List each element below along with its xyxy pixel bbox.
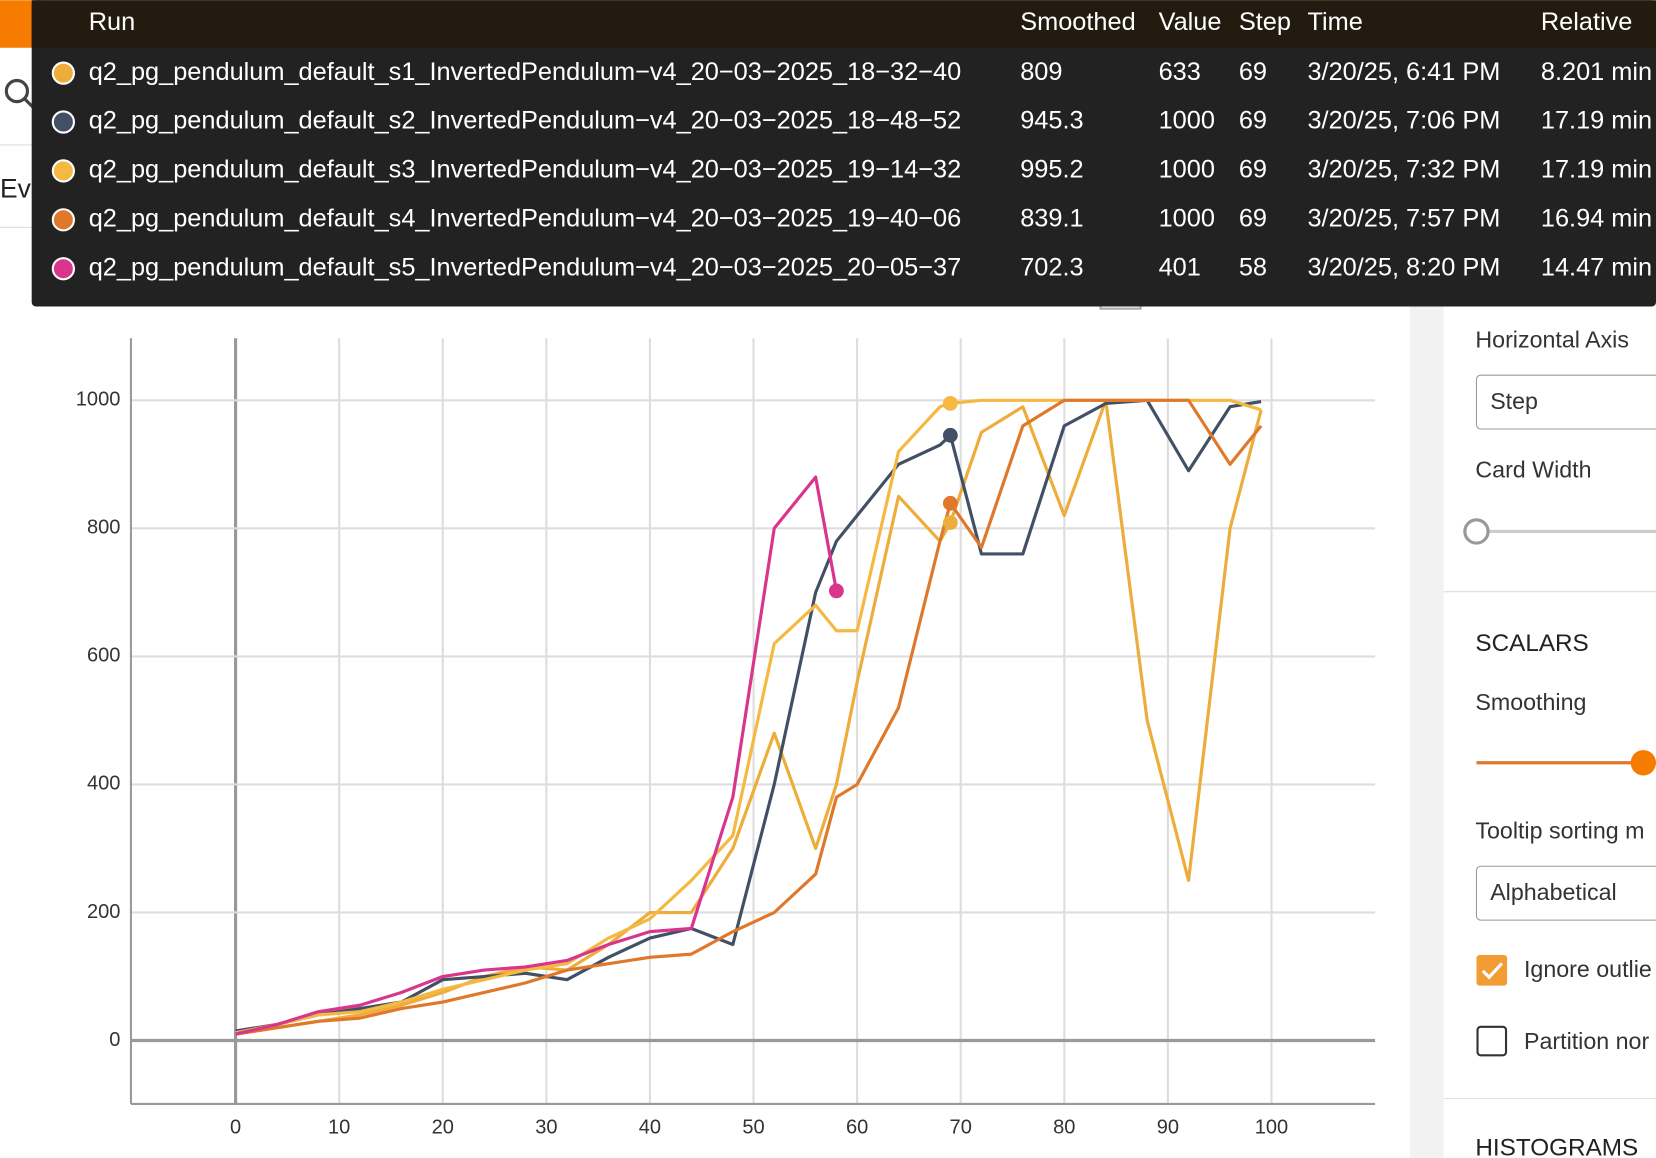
slider-thumb[interactable] xyxy=(1630,750,1656,776)
label: Tooltip sorting m xyxy=(1475,818,1644,844)
value: 1000 xyxy=(1159,205,1215,233)
y-tick-label: 1000 xyxy=(76,389,121,411)
relative: 16.94 min xyxy=(1541,205,1652,233)
tooltip: Run Smoothed Value Step Time Relative q2_pg_pe… xyxy=(31,0,1656,307)
smoothed: 702.3 xyxy=(1020,253,1083,281)
run-color-dot xyxy=(51,110,75,134)
x-tick-label: 20 xyxy=(432,1116,454,1138)
time: 3/20/25, 7:32 PM xyxy=(1307,156,1500,184)
smoothed: 809 xyxy=(1020,58,1062,86)
time: 3/20/25, 7:57 PM xyxy=(1307,205,1500,233)
value: 633 xyxy=(1159,58,1201,86)
tooltip-header: Smoothed xyxy=(1020,8,1135,36)
checkbox-label[interactable]: Ignore outlie xyxy=(1524,956,1652,982)
x-tick-label: 50 xyxy=(742,1116,764,1138)
tooltip-header: Run xyxy=(89,8,135,36)
step: 58 xyxy=(1239,253,1267,281)
checkbox-label[interactable]: Partition nor xyxy=(1524,1028,1649,1054)
smoothed: 945.3 xyxy=(1020,107,1083,135)
checkmark xyxy=(1481,962,1503,980)
dropdown[interactable] xyxy=(1475,865,1656,921)
hover-point xyxy=(942,495,958,511)
y-tick-label: 400 xyxy=(87,773,120,795)
hover-point xyxy=(942,427,958,443)
tooltip-header: Step xyxy=(1239,8,1291,36)
run-name: q2_pg_pendulum_default_s5_InvertedPendul… xyxy=(89,253,961,281)
x-tick-label: 0 xyxy=(230,1116,241,1138)
y-tick-label: 600 xyxy=(87,645,120,667)
hover-point xyxy=(829,583,844,599)
value: 1000 xyxy=(1159,156,1215,184)
step: 69 xyxy=(1239,107,1267,135)
section-title: HISTOGRAMS xyxy=(1475,1135,1638,1158)
series-line xyxy=(235,475,839,1036)
time: 3/20/25, 7:06 PM xyxy=(1307,107,1500,135)
x-tick-label: 80 xyxy=(1053,1116,1075,1138)
x-tick-label: 40 xyxy=(639,1116,661,1138)
dropdown-value[interactable]: Alphabetical xyxy=(1490,879,1617,905)
smoothed: 995.2 xyxy=(1020,156,1083,184)
search-icon xyxy=(4,78,30,104)
relative: 8.201 min xyxy=(1541,58,1652,86)
x-tick-label: 70 xyxy=(950,1116,972,1138)
relative: 17.19 min xyxy=(1541,107,1652,135)
tooltip-header-bg xyxy=(31,0,1656,48)
dropdown[interactable] xyxy=(1475,374,1656,430)
x-tick-label: 100 xyxy=(1255,1116,1288,1138)
x-tick-label: 30 xyxy=(535,1116,557,1138)
label: Horizontal Axis xyxy=(1475,327,1629,353)
relative: 14.47 min xyxy=(1541,253,1652,281)
hover-point xyxy=(942,515,958,530)
label: Smoothing xyxy=(1475,689,1586,715)
x-tick-label: 10 xyxy=(328,1116,350,1138)
section-title: SCALARS xyxy=(1475,630,1588,657)
relative: 17.19 min xyxy=(1541,156,1652,184)
series-line xyxy=(235,398,1263,1036)
tooltip-header: Time xyxy=(1307,8,1362,36)
hover-point xyxy=(942,395,958,411)
x-tick-label: 60 xyxy=(846,1116,868,1138)
run-color-dot xyxy=(51,61,75,85)
y-tick-label: 0 xyxy=(109,1029,120,1051)
tooltip-bg xyxy=(31,0,1656,307)
time: 3/20/25, 6:41 PM xyxy=(1307,58,1500,86)
x-tick-label: 90 xyxy=(1157,1116,1179,1138)
checkbox[interactable] xyxy=(1476,954,1508,986)
time: 3/20/25, 8:20 PM xyxy=(1307,253,1500,281)
value: 1000 xyxy=(1159,107,1215,135)
run-color-dot xyxy=(51,208,75,232)
tooltip-header: Relative xyxy=(1541,8,1633,36)
slider-thumb[interactable] xyxy=(1463,518,1490,545)
value: 401 xyxy=(1159,253,1201,281)
checkbox[interactable] xyxy=(1476,1025,1508,1057)
run-name: q2_pg_pendulum_default_s1_InvertedPendul… xyxy=(89,58,961,86)
run-name: q2_pg_pendulum_default_s2_InvertedPendul… xyxy=(89,107,961,135)
series-line xyxy=(235,398,1263,1036)
y-tick-label: 200 xyxy=(87,901,120,923)
tooltip-header: Value xyxy=(1159,8,1222,36)
series-line xyxy=(235,398,1262,1033)
step: 69 xyxy=(1239,205,1267,233)
step: 69 xyxy=(1239,58,1267,86)
label: Card Width xyxy=(1475,456,1591,482)
run-color-dot xyxy=(51,159,75,183)
smoothed: 839.1 xyxy=(1020,205,1083,233)
run-name: q2_pg_pendulum_default_s3_InvertedPendul… xyxy=(89,156,961,184)
step: 69 xyxy=(1239,156,1267,184)
y-tick-label: 800 xyxy=(87,517,120,539)
dropdown-value[interactable]: Step xyxy=(1490,388,1538,414)
run-name: q2_pg_pendulum_default_s4_InvertedPendul… xyxy=(89,205,961,233)
run-color-dot xyxy=(51,257,75,281)
